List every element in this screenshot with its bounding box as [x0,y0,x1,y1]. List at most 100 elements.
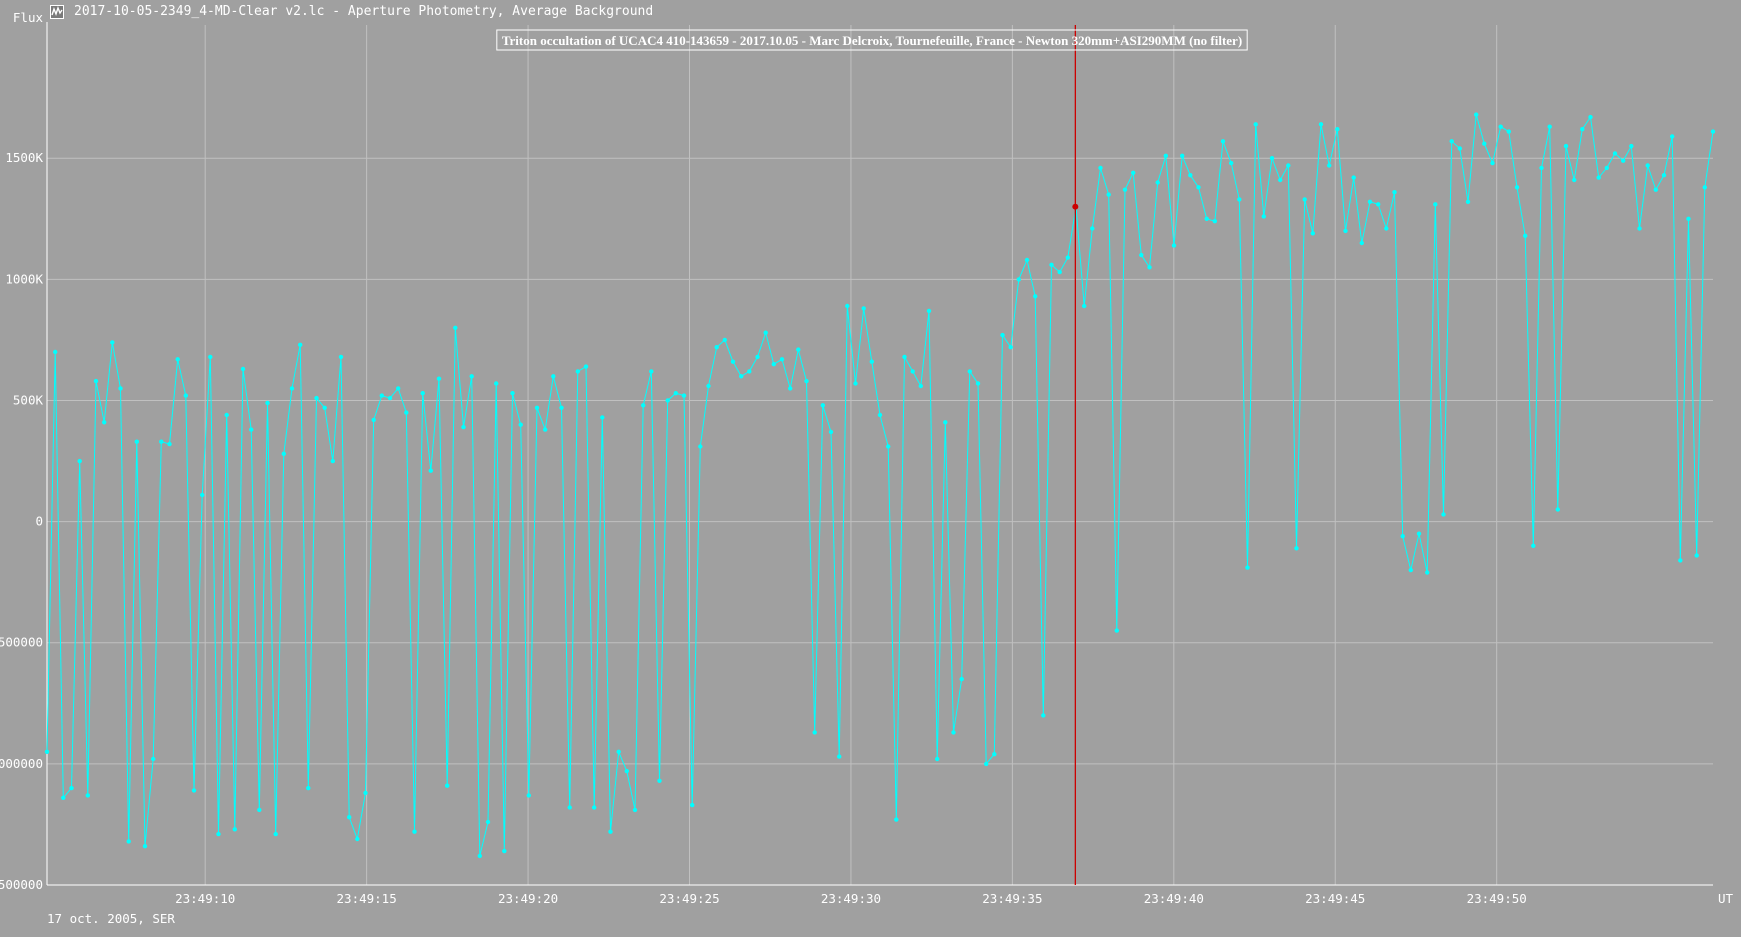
data-point [1547,124,1552,129]
data-point [534,405,540,410]
data-point [224,412,229,418]
data-point [1588,114,1593,120]
data-point [44,749,50,754]
data-point [788,386,793,391]
data-point [1702,185,1708,190]
data-point [616,749,621,754]
data-point [902,354,907,360]
data-point [330,458,335,464]
y-tick-label: 1500K [5,150,43,165]
data-point [1269,156,1275,161]
data-point [1057,269,1062,275]
data-point [363,790,368,796]
data-point [559,405,564,410]
x-tick-label: 23:49:35 [982,891,1042,906]
data-point [1171,243,1177,248]
data-point [1335,127,1340,132]
data-point [265,400,270,406]
data-point [1106,192,1111,197]
data-point [755,354,760,360]
data-point [698,444,703,449]
data-point [951,730,956,735]
data-point [722,337,727,343]
data-point [918,383,923,389]
data-point [926,308,932,314]
data-point [1163,153,1169,158]
data-point [1408,567,1414,573]
data-point [518,422,523,427]
data-point [1065,255,1071,260]
data-point [1710,129,1716,134]
data-point [959,676,964,682]
data-point [543,427,548,432]
data-point [1653,187,1659,192]
data-point [240,366,246,372]
data-point [167,441,172,447]
data-point [510,391,515,396]
data-point [1563,143,1569,149]
data-point [216,831,221,837]
data-point [551,374,556,379]
data-point [110,340,115,345]
data-point [1082,303,1087,309]
data-point [183,393,188,398]
data-point [338,354,344,360]
data-point [257,807,262,813]
data-point [53,349,58,355]
data-point [379,393,384,398]
data-point [1686,216,1691,221]
data-point [690,802,695,808]
data-point [306,785,311,791]
cursor-point [1072,203,1079,210]
data-point [142,844,148,849]
data-point [151,756,156,762]
data-point [575,369,580,374]
data-point [1555,507,1561,512]
data-point [1498,124,1503,129]
data-point [371,417,376,423]
lightcurve-app-icon[interactable] [50,4,64,19]
data-point [869,359,874,364]
data-point [322,405,327,410]
series-line [46,114,1714,857]
data-point [1539,165,1544,171]
data-point [1155,180,1160,185]
data-point [820,403,825,408]
x-tick-label: 23:49:45 [1305,891,1365,906]
data-point [1016,277,1021,282]
data-point [1261,214,1267,219]
data-point [600,415,605,420]
data-point [1220,139,1226,144]
data-point [1008,345,1013,350]
data-point [387,395,393,401]
window-title: 2017-10-05-2349_4-MD-Clear v2.lc - Apert… [74,4,654,19]
data-point [1041,713,1046,718]
data-point [1318,122,1324,127]
data-point [657,778,662,783]
data-point [436,376,442,381]
data-point [1310,231,1316,236]
data-point [1531,543,1536,548]
data-point [1572,177,1577,183]
data-point [1024,257,1030,263]
chart-title-box [496,29,1248,51]
data-point [1033,294,1038,299]
data-point [747,369,752,374]
data-point [796,347,801,352]
data-point [1416,531,1422,536]
data-point [853,381,858,386]
data-point [943,420,948,425]
data-point [1253,122,1258,127]
data-point [1302,197,1307,202]
data-point [861,306,866,311]
data-point [93,378,99,384]
data-point [412,829,417,834]
data-point [1678,558,1683,563]
data-point [1147,265,1152,270]
x-tick-label: 23:49:20 [498,891,558,906]
data-point [232,827,237,832]
data-point [763,330,768,335]
data-point [779,357,785,362]
data-point [1506,129,1512,134]
